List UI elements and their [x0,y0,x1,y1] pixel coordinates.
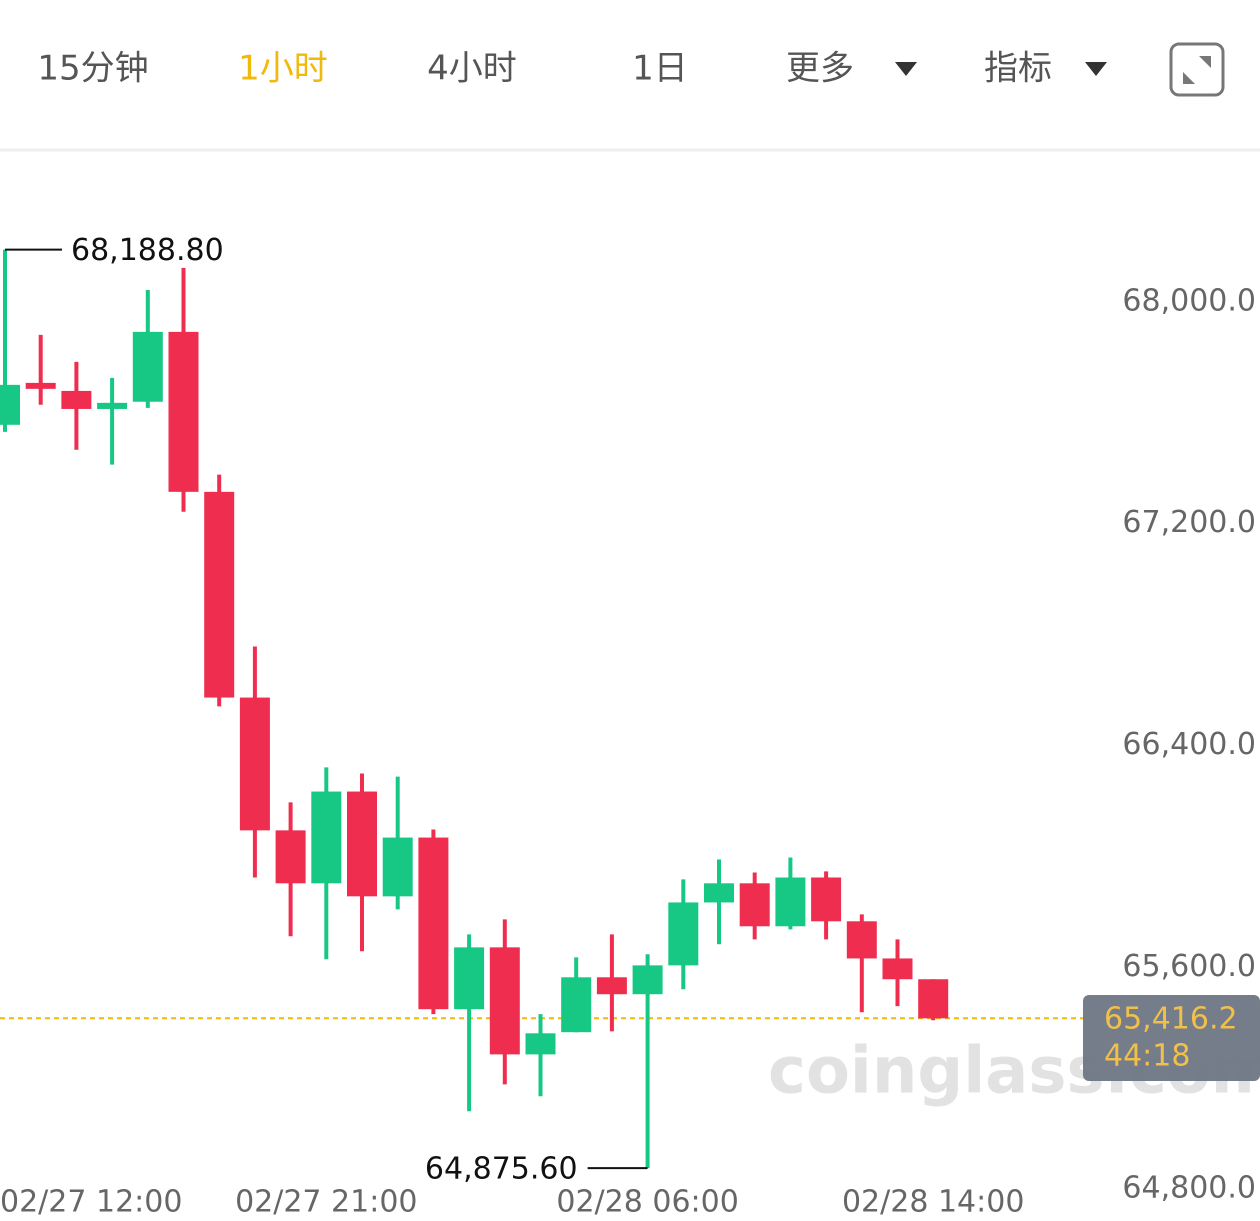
annotation-label: 68,188.80 [71,233,224,268]
candle-body [0,384,20,425]
candle-body [811,877,842,922]
candle-body [596,977,627,995]
candle-body [347,791,377,897]
candle-body [132,331,163,402]
candle-body [239,697,270,831]
candle-body [454,947,485,1010]
x-tick-label: 02/27 21:00 [235,1185,417,1220]
candle-body [882,958,913,980]
tab[interactable]: 1日 [632,49,688,89]
candle-body [311,791,342,884]
fullscreen-icon [1183,56,1211,84]
candle-body [382,837,413,897]
tab[interactable]: 指标 [984,49,1052,89]
candle-body [204,491,235,698]
candle-body [918,979,949,1019]
candle-body [418,837,449,1010]
tab[interactable]: 15分钟 [37,49,148,89]
candle-body [739,883,770,927]
candle-body [489,947,520,1055]
tab[interactable]: 更多 [786,49,854,89]
candle-body [668,902,699,966]
candle-body [704,883,734,903]
candle-body [632,965,663,995]
tab[interactable]: 4小时 [427,49,517,89]
dropdown-arrow [1085,62,1107,76]
y-tick-label: 66,400.0 [1122,727,1256,762]
toolbar: 15分钟 1小时 4小时 1日 更多 指标 [0,42,1260,152]
last-price-label: 65,416.2 [1104,1002,1238,1037]
candle-body [846,921,877,959]
candle-body [525,1033,556,1055]
candle-body [25,382,56,389]
x-tick-label: 02/27 12:00 [0,1185,182,1220]
x-tick-label: 02/28 14:00 [842,1185,1024,1220]
y-tick-label: 65,600.0 [1122,949,1256,984]
dropdown-arrow [895,62,917,76]
y-tick-label: 67,200.0 [1122,505,1256,540]
countdown: 44:18 [1104,1039,1190,1074]
candle-body [275,830,306,884]
candle-body [561,977,592,1033]
y-tick-label: 64,800.0 [1122,1171,1256,1206]
x-tick-label: 02/28 06:00 [556,1185,738,1220]
tab[interactable]: 1小时 [238,49,328,89]
candle-body [61,390,92,409]
candle-body [97,402,128,409]
fullscreen-button[interactable] [1169,42,1225,97]
candle-body [168,331,199,492]
candle-body [775,877,806,927]
annotation-label: 64,875.60 [425,1152,578,1187]
price-box [1083,995,1260,1081]
y-tick-label: 68,000.0 [1122,283,1256,318]
